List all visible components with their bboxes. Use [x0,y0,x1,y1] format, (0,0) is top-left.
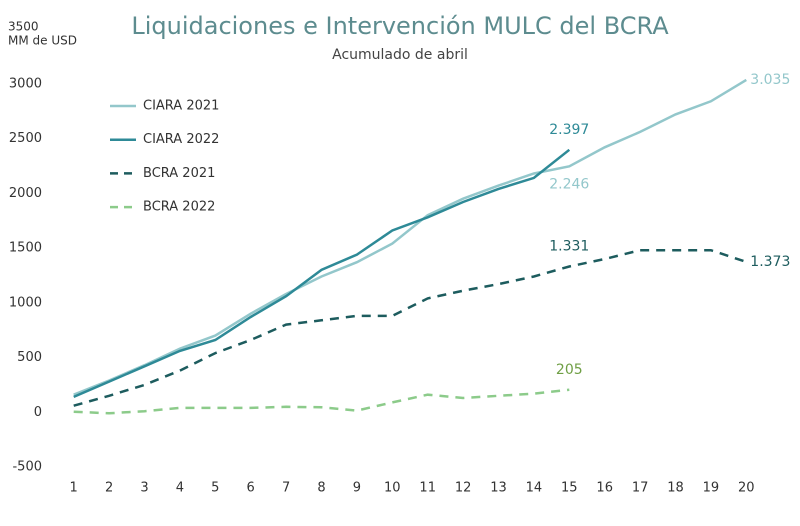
y-tick-label: 1500 [9,241,42,256]
x-tick-label: 3 [140,481,148,496]
x-tick-label: 5 [211,481,219,496]
y-tick-label: -500 [12,460,42,475]
data-label: 2.246 [549,176,589,192]
x-tick-label: 11 [419,481,436,496]
x-tick-label: 6 [247,481,255,496]
series-line [73,388,570,415]
chart-title: Liquidaciones e Intervención MULC del BC… [131,12,669,40]
chart-subtitle: Acumulado de abril [332,47,468,63]
legend-label: BCRA 2022 [143,200,215,215]
data-label: 3.035 [750,72,790,88]
legend-label: CIARA 2021 [143,99,219,114]
y-tick-label: 2000 [9,186,42,201]
data-label: 1.373 [750,254,790,270]
series-line [73,248,747,407]
data-label: 1.331 [549,239,589,255]
series-line [73,78,747,396]
y-tick-label: 500 [17,350,42,365]
y-tick-label: 0 [34,405,42,420]
x-tick-label: 4 [176,481,184,496]
y-tick-label: 1000 [9,295,42,310]
x-tick-label: 7 [282,481,290,496]
y-tick-label: 3000 [9,76,42,91]
x-tick-label: 18 [667,481,684,496]
data-label: 2.397 [549,122,589,138]
x-tick-label: 10 [384,481,401,496]
x-tick-label: 17 [632,481,649,496]
x-tick-label: 2 [105,481,113,496]
data-label: 205 [556,362,583,378]
x-tick-label: 1 [70,481,78,496]
y-axis-label: MM de USD [8,34,77,48]
x-tick-label: 16 [596,481,613,496]
x-tick-label: 20 [738,481,755,496]
x-tick-label: 19 [703,481,720,496]
legend-label: CIARA 2022 [143,132,219,147]
x-tick-label: 15 [561,481,578,496]
legend-label: BCRA 2021 [143,166,215,181]
series-line [73,148,571,399]
x-tick-label: 12 [455,481,472,496]
x-tick-label: 9 [353,481,361,496]
y-tick-label: 2500 [9,131,42,146]
x-tick-label: 8 [317,481,325,496]
y-tick-label: 3500 [8,20,39,34]
x-tick-label: 13 [490,481,507,496]
x-tick-label: 14 [526,481,543,496]
